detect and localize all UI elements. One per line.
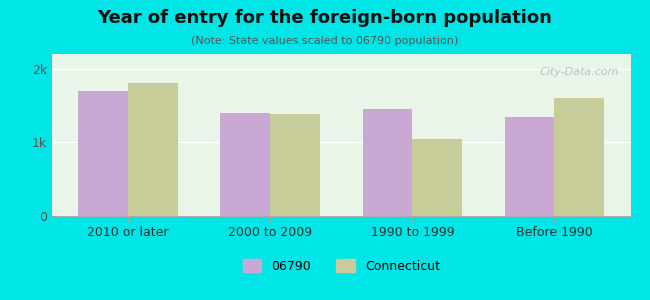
Bar: [220, 113, 270, 216]
Bar: [78, 91, 128, 216]
Bar: [554, 98, 604, 216]
Text: (Note: State values scaled to 06790 population): (Note: State values scaled to 06790 popu…: [191, 36, 459, 46]
Legend: 06790, Connecticut: 06790, Connecticut: [238, 254, 445, 278]
Bar: [128, 83, 178, 216]
Text: City-Data.com: City-Data.com: [540, 67, 619, 77]
Bar: [270, 114, 320, 216]
Bar: [504, 117, 554, 216]
Text: Year of entry for the foreign-born population: Year of entry for the foreign-born popul…: [98, 9, 552, 27]
Bar: [412, 139, 462, 216]
Bar: [363, 109, 412, 216]
